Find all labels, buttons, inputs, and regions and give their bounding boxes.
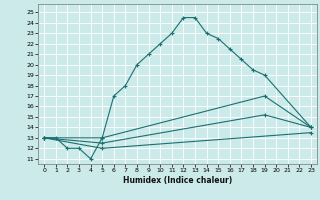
X-axis label: Humidex (Indice chaleur): Humidex (Indice chaleur) (123, 176, 232, 185)
